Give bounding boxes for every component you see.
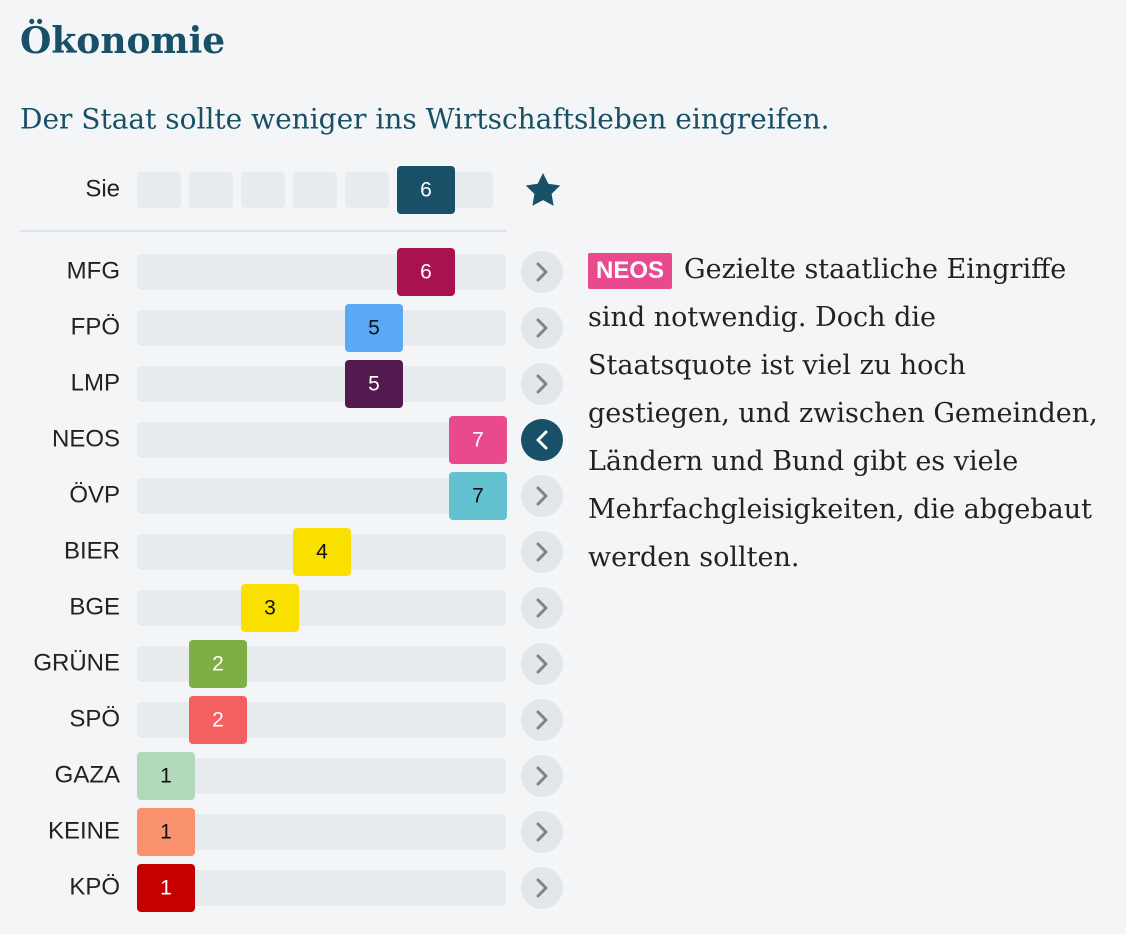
track (137, 366, 506, 402)
user-answer (397, 166, 455, 214)
party-label: FPÖ (71, 313, 120, 340)
detail-button[interactable] (521, 587, 563, 629)
party-label: ÖVP (69, 481, 120, 508)
chevron-icon (536, 710, 548, 730)
question: Der Staat sollte weniger ins Wirtschafts… (20, 103, 830, 136)
party-label: GAZA (55, 761, 120, 788)
star-icon[interactable] (525, 173, 561, 206)
detail-button[interactable] (521, 475, 563, 517)
detail-button[interactable] (521, 811, 563, 853)
party-marker (137, 752, 195, 800)
party-value: 5 (368, 373, 380, 396)
party-badge: NEOS (588, 253, 673, 289)
party-value: 2 (212, 653, 224, 676)
scale-box[interactable] (137, 172, 181, 208)
detail-button[interactable] (521, 307, 563, 349)
party-value: 7 (472, 429, 484, 452)
party-value: 4 (316, 541, 328, 564)
scale-box[interactable] (241, 172, 285, 208)
party-value: 1 (160, 821, 172, 844)
explanation: NEOS Gezielte staatliche Eingriffe sind n… (588, 246, 1108, 582)
track (137, 310, 506, 346)
party-marker (345, 360, 403, 408)
party-marker (449, 472, 507, 520)
explanation-text: Gezielte staatliche Eingriffe sind notwe… (588, 254, 1098, 573)
chevron-icon (536, 430, 548, 450)
scale-box[interactable] (345, 172, 389, 208)
party-value: 1 (160, 877, 172, 900)
party-marker (293, 528, 351, 576)
chevron-icon (536, 878, 548, 898)
party-value: 2 (212, 709, 224, 732)
detail-button[interactable] (521, 531, 563, 573)
chevron-icon (536, 318, 548, 338)
detail-button[interactable] (521, 699, 563, 741)
party-label: BIER (64, 537, 120, 564)
chevron-icon (536, 766, 548, 786)
detail-button[interactable] (521, 419, 563, 461)
party-marker (189, 696, 247, 744)
party-marker (345, 304, 403, 352)
party-marker (137, 864, 195, 912)
party-label: LMP (71, 369, 120, 396)
track (137, 590, 506, 626)
track (137, 478, 506, 514)
party-marker (397, 248, 455, 296)
party-marker (189, 640, 247, 688)
party-value: 1 (160, 765, 172, 788)
scale-box[interactable] (449, 172, 493, 208)
track (137, 814, 506, 850)
party-label: MFG (67, 257, 120, 284)
detail-button[interactable] (521, 755, 563, 797)
chevron-icon (536, 654, 548, 674)
track (137, 758, 506, 794)
chevron-icon (536, 486, 548, 506)
party-label: GRÜNE (33, 649, 120, 676)
chevron-icon (536, 262, 548, 282)
party-marker (241, 584, 299, 632)
chevron-icon (536, 822, 548, 842)
detail-button[interactable] (521, 643, 563, 685)
chevron-icon (536, 598, 548, 618)
party-label: BGE (69, 593, 120, 620)
chevron-icon (536, 374, 548, 394)
chevron-icon (536, 542, 548, 562)
scale-box[interactable] (189, 172, 233, 208)
party-label: KPÖ (69, 873, 120, 900)
scale-box[interactable] (293, 172, 337, 208)
user-label: Sie (85, 175, 120, 202)
detail-button[interactable] (521, 867, 563, 909)
party-label: SPÖ (69, 705, 120, 732)
track (137, 422, 506, 458)
user-answer-label: 6 (420, 179, 432, 202)
party-marker (137, 808, 195, 856)
party-value: 7 (472, 485, 484, 508)
track (137, 870, 506, 906)
party-marker (449, 416, 507, 464)
title: Ökonomie (20, 19, 225, 62)
party-value: 3 (264, 597, 276, 620)
party-value: 5 (368, 317, 380, 340)
party-value: 6 (420, 261, 432, 284)
detail-button[interactable] (521, 251, 563, 293)
detail-button[interactable] (521, 363, 563, 405)
party-label: KEINE (48, 817, 120, 844)
party-label: NEOS (52, 425, 120, 452)
